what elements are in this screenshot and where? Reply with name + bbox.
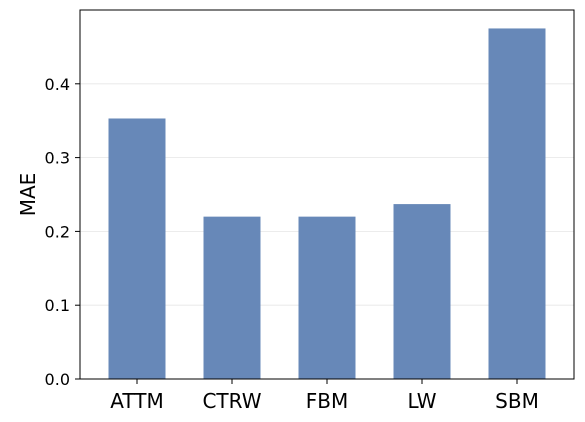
bars xyxy=(108,28,546,380)
y-tick-label: 0.3 xyxy=(45,149,70,168)
y-tick-label: 0.2 xyxy=(45,222,70,241)
y-axis-label: MAE xyxy=(16,173,40,217)
y-tick-label: 0.0 xyxy=(45,370,70,389)
bar-ctrw xyxy=(203,216,261,379)
bar-fbm xyxy=(298,216,356,379)
bar-sbm xyxy=(488,28,546,379)
bar-lw xyxy=(393,204,451,379)
y-axis: 0.0 0.1 0.2 0.3 0.4 xyxy=(45,75,80,389)
x-tick-label-ctrw: CTRW xyxy=(202,389,261,413)
y-tick-label: 0.1 xyxy=(45,296,70,315)
x-tick-label-attm: ATTM xyxy=(110,389,163,413)
bar-attm xyxy=(108,118,166,380)
y-tick-label: 0.4 xyxy=(45,75,70,94)
x-tick-label-lw: LW xyxy=(407,389,436,413)
x-axis: ATTM CTRW FBM LW SBM xyxy=(110,379,539,413)
x-tick-label-fbm: FBM xyxy=(306,389,348,413)
x-tick-label-sbm: SBM xyxy=(495,389,539,413)
